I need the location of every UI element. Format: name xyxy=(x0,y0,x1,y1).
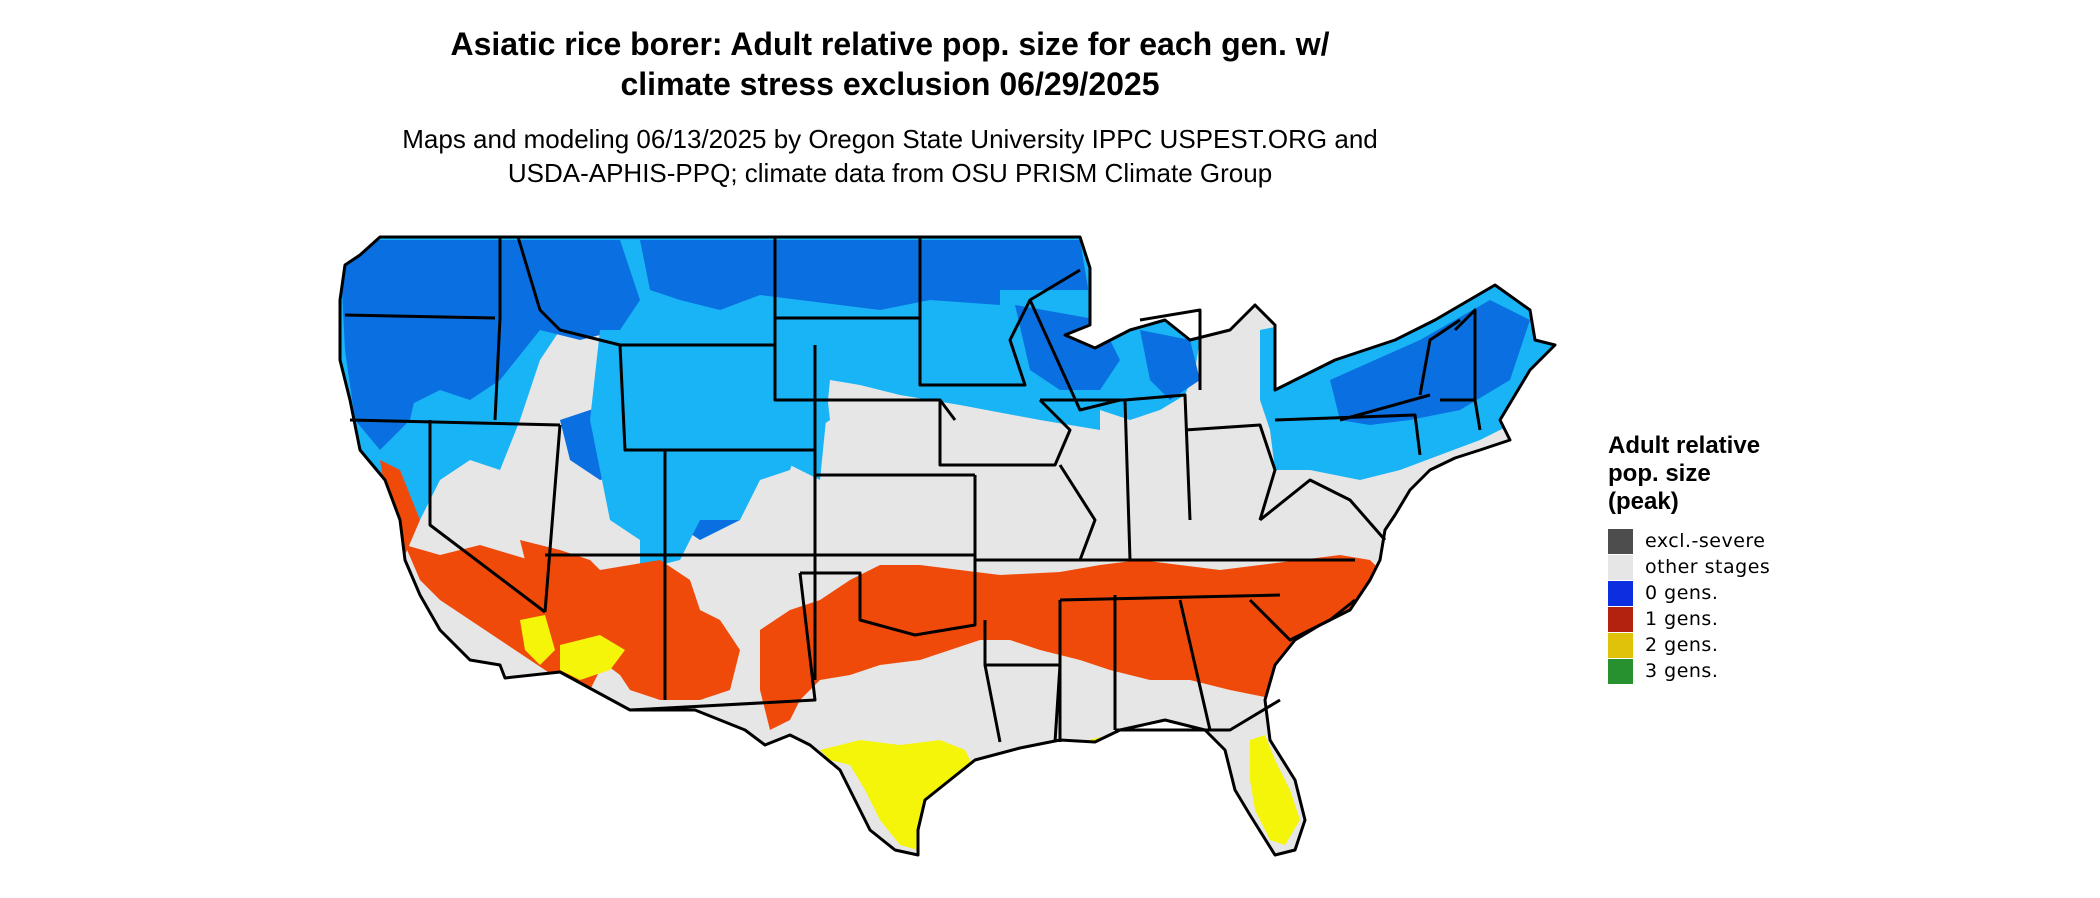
legend-swatch xyxy=(1608,580,1633,606)
legend-swatch xyxy=(1608,528,1633,554)
two-gen-region-florida xyxy=(1250,735,1300,845)
border-wi-mi xyxy=(1028,299,1202,412)
legend-swatch xyxy=(1608,658,1633,684)
border-ga-fl xyxy=(1115,599,1281,732)
legend-item-0-gens: 0 gens. xyxy=(1608,580,1808,606)
border-id-mt xyxy=(516,236,621,347)
legend-label: excl.-severe xyxy=(1645,530,1766,552)
border-ms-al xyxy=(1058,595,1117,742)
border-nv-ut xyxy=(543,424,562,613)
border-new-england xyxy=(1418,308,1482,431)
map-title-line1: Asiatic rice borer: Adult relative pop. … xyxy=(450,26,1330,62)
legend-title-line2: pop. size xyxy=(1608,460,1711,487)
legend-label: 0 gens. xyxy=(1645,582,1719,604)
border-mn xyxy=(918,237,1081,387)
border-ar-la xyxy=(983,620,1062,743)
border-nm-tx xyxy=(629,572,817,712)
border-la xyxy=(983,664,1002,743)
zero-gen-region-west-coast xyxy=(340,250,430,450)
state-borders xyxy=(338,235,1557,857)
legend-label: 2 gens. xyxy=(1645,634,1719,656)
border-il-in xyxy=(1040,393,1192,561)
legend-title-line3: (peak) xyxy=(1608,488,1679,515)
legend-swatch xyxy=(1608,632,1633,658)
legend-item-excl-severe: excl.-severe xyxy=(1608,528,1808,554)
legend-item-3-gens: 3 gens. xyxy=(1608,658,1808,684)
border-oh xyxy=(1184,423,1277,521)
border-wy xyxy=(618,344,817,452)
border-wa-or xyxy=(344,313,496,320)
border-tn-south xyxy=(1059,593,1281,602)
zero-gen-region-great-lakes-dark xyxy=(1015,305,1200,400)
two-gen-region-texas xyxy=(820,740,975,850)
legend-title: Adult relative pop. size (peak) xyxy=(1608,432,1808,516)
zero-gen-region-northeast-dark xyxy=(1330,300,1530,425)
legend-swatch xyxy=(1608,554,1633,580)
border-id-west xyxy=(493,237,502,421)
legend-item-other-stages: other stages xyxy=(1608,554,1808,580)
legend-label: 1 gens. xyxy=(1645,608,1719,630)
border-or-ca-nv xyxy=(349,418,561,427)
two-gen-region-desert xyxy=(520,615,625,680)
legend-swatch xyxy=(1608,606,1633,632)
legend-title-line1: Adult relative xyxy=(1608,432,1761,459)
legend-label: other stages xyxy=(1645,556,1771,578)
map-title-line2: climate stress exclusion 06/29/2025 xyxy=(620,66,1160,102)
border-ok-tx xyxy=(800,560,977,637)
one-gen-region-south-belt xyxy=(760,555,1390,730)
legend-label: 3 gens. xyxy=(1645,660,1719,682)
border-va-wv xyxy=(1259,478,1387,541)
legend: Adult relative pop. size (peak) excl.-se… xyxy=(1608,432,1808,684)
us-outline xyxy=(338,235,1557,857)
map-subtitle-line2: USDA-APHIS-PPQ; climate data from OSU PR… xyxy=(507,158,1273,188)
us-map xyxy=(338,235,1557,857)
legend-item-2-gens: 2 gens. xyxy=(1608,632,1808,658)
map-subtitle-line1: Maps and modeling 06/13/2025 by Oregon S… xyxy=(402,124,1378,154)
legend-item-1-gens: 1 gens. xyxy=(1608,606,1808,632)
border-pa-ny xyxy=(1274,393,1431,456)
border-sc-nc xyxy=(1248,598,1356,642)
map-subtitle: Maps and modeling 06/13/2025 by Oregon S… xyxy=(0,122,1780,190)
map-title: Asiatic rice borer: Adult relative pop. … xyxy=(0,24,1780,104)
border-nv-ca xyxy=(428,420,546,614)
zero-gen-region-north-dark xyxy=(340,240,1120,540)
border-ia-mo xyxy=(938,398,1072,467)
legend-items: excl.-severe other stages 0 gens. 1 gens… xyxy=(1608,528,1808,684)
